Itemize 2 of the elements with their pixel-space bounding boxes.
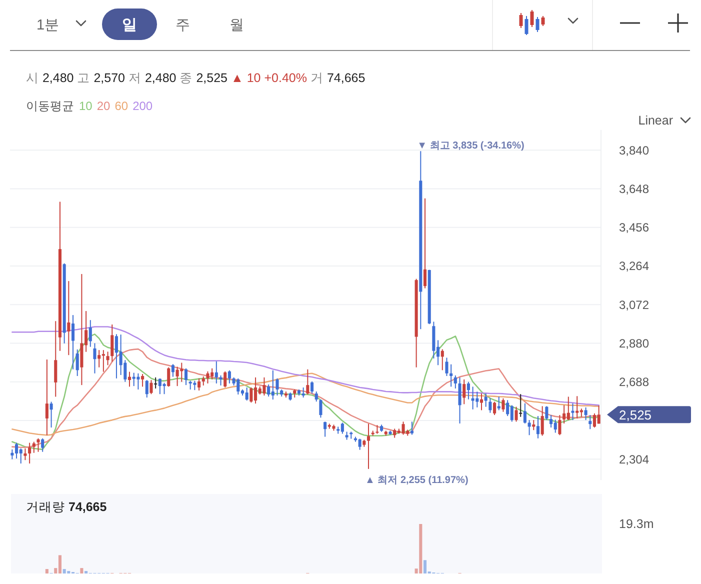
legend: 이동평균 10 20 60 200 — [26, 99, 153, 113]
subtitle: 시 2,480 고 2,570 저 2,480 종 2,525 ▲ 10 +0.40% 거 74,665 — [26, 71, 366, 85]
